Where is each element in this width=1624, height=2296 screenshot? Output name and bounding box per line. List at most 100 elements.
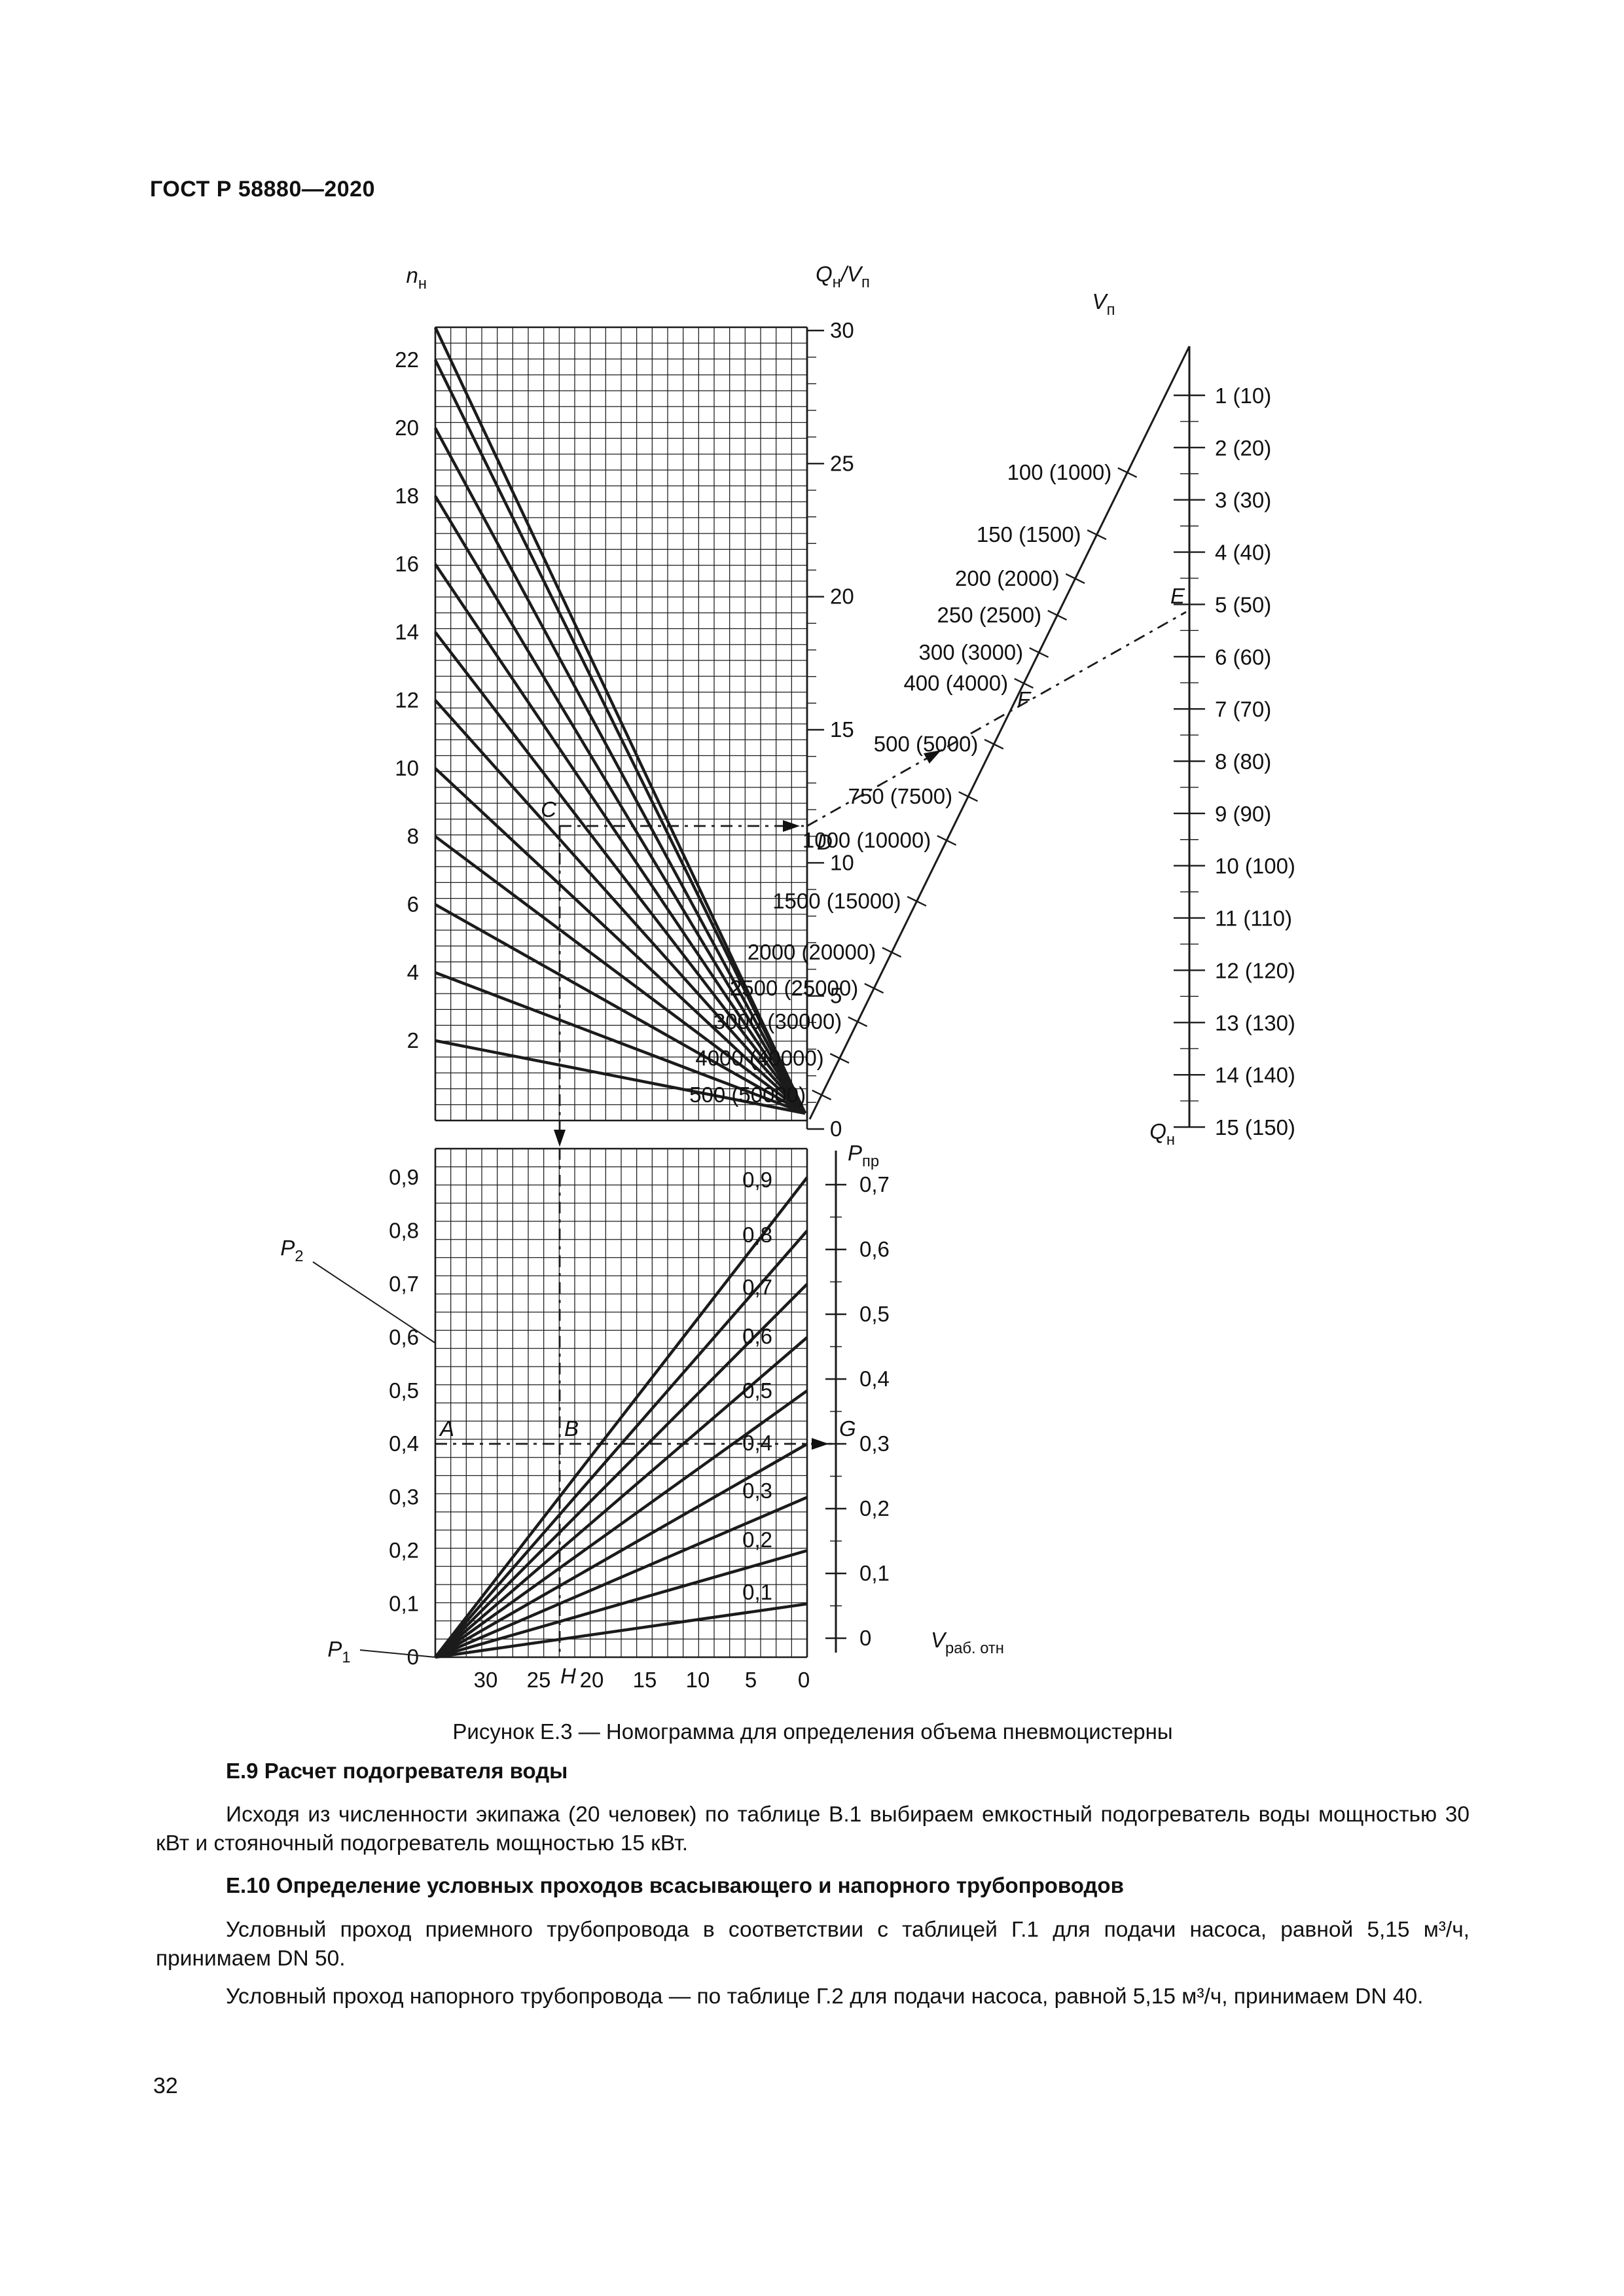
- svg-text:0,4: 0,4: [859, 1367, 890, 1391]
- svg-text:9 (90): 9 (90): [1215, 802, 1271, 826]
- svg-text:15: 15: [830, 717, 854, 742]
- svg-text:0,2: 0,2: [389, 1538, 419, 1562]
- svg-text:D: D: [817, 830, 833, 854]
- svg-text:8: 8: [407, 824, 419, 848]
- paragraph-e10-1: Условный проход приемного трубопровода в…: [156, 1918, 1470, 1971]
- svg-text:0,5: 0,5: [742, 1378, 772, 1403]
- svg-text:0,8: 0,8: [389, 1218, 419, 1242]
- svg-text:0,4: 0,4: [742, 1431, 772, 1455]
- svg-text:11 (110): 11 (110): [1215, 906, 1292, 931]
- svg-text:0,7: 0,7: [859, 1172, 890, 1196]
- svg-text:18: 18: [395, 484, 419, 508]
- svg-text:10: 10: [830, 850, 854, 874]
- svg-text:0: 0: [407, 1645, 419, 1669]
- svg-text:10 (100): 10 (100): [1215, 854, 1295, 878]
- svg-text:20: 20: [395, 416, 419, 440]
- svg-text:400 (4000): 400 (4000): [903, 671, 1008, 695]
- svg-text:0,6: 0,6: [742, 1324, 772, 1348]
- svg-text:0,1: 0,1: [389, 1592, 419, 1616]
- svg-text:22: 22: [395, 348, 419, 372]
- svg-text:14 (140): 14 (140): [1215, 1063, 1295, 1087]
- page-number: 32: [153, 2073, 178, 2098]
- svg-text:Vраб. отн: Vраб. отн: [931, 1628, 1004, 1657]
- svg-text:30: 30: [474, 1668, 498, 1692]
- svg-text:300 (3000): 300 (3000): [919, 640, 1024, 664]
- svg-text:1 (10): 1 (10): [1215, 384, 1271, 408]
- svg-text:0,9: 0,9: [742, 1168, 772, 1192]
- svg-text:0,3: 0,3: [859, 1431, 890, 1456]
- svg-text:5: 5: [830, 984, 842, 1008]
- svg-text:100 (1000): 100 (1000): [1007, 460, 1112, 484]
- section-heading-e10: Е.10 Определение условных проходов всасы…: [226, 1873, 1124, 1897]
- svg-text:0: 0: [830, 1117, 842, 1141]
- axis-p-pr: 0,7 0,6 0,5 0,4 0,3 0,2 0,1 0 Pпр: [825, 1141, 890, 1653]
- svg-text:1000 (10000): 1000 (10000): [803, 828, 931, 852]
- svg-text:10: 10: [686, 1668, 710, 1692]
- svg-text:0,5: 0,5: [389, 1378, 419, 1403]
- section-heading-e9: Е.9 Расчет подогревателя воды: [226, 1759, 568, 1783]
- svg-text:4: 4: [407, 960, 419, 984]
- axis-n: 22 20 18 16 14 12 10 8 6 4 2 nн: [395, 263, 427, 1052]
- nomogram-figure: 222018161412108642nн302520151050Qн/Vп100…: [280, 262, 1295, 1692]
- svg-text:15 (150): 15 (150): [1215, 1115, 1295, 1139]
- svg-text:0,1: 0,1: [859, 1561, 890, 1585]
- svg-text:1500 (15000): 1500 (15000): [772, 889, 901, 913]
- axis-q-over-v: 30 25 20 15 10 5 0 Qн/Vп: [806, 262, 870, 1141]
- svg-text:6: 6: [407, 892, 419, 916]
- axis-v-rab: 30 25 20 15 10 5 0 Vраб. отн: [474, 1628, 1004, 1692]
- inner-labels: 0,9 0,8 0,7 0,6 0,5 0,4 0,3 0,2 0,1: [742, 1168, 772, 1604]
- svg-text:2000 (20000): 2000 (20000): [748, 940, 876, 964]
- svg-text:2500 (25000): 2500 (25000): [730, 976, 858, 1000]
- svg-text:10: 10: [395, 756, 419, 780]
- figure-caption: Рисунок Е.3 — Номограмма для определения…: [452, 1719, 1173, 1744]
- n-fan-lines: [433, 327, 807, 1115]
- svg-text:16: 16: [395, 552, 419, 576]
- svg-text:2: 2: [407, 1028, 419, 1052]
- svg-text:C: C: [541, 797, 557, 821]
- svg-text:20: 20: [580, 1668, 604, 1692]
- svg-text:0,7: 0,7: [742, 1275, 772, 1299]
- p-fan-lines: [434, 1176, 808, 1659]
- svg-text:0: 0: [798, 1668, 810, 1692]
- svg-text:0,3: 0,3: [389, 1485, 419, 1509]
- svg-text:3000 (30000): 3000 (30000): [713, 1009, 842, 1033]
- svg-text:20: 20: [830, 584, 854, 609]
- svg-text:12: 12: [395, 688, 419, 712]
- svg-text:200 (2000): 200 (2000): [955, 566, 1060, 590]
- svg-text:H: H: [560, 1664, 576, 1688]
- svg-text:150 (1500): 150 (1500): [977, 522, 1081, 547]
- svg-text:500 (5000): 500 (5000): [874, 732, 979, 756]
- svg-text:0,2: 0,2: [742, 1528, 772, 1552]
- svg-text:0,1: 0,1: [742, 1580, 772, 1604]
- svg-text:Qн: Qн: [1149, 1119, 1175, 1149]
- svg-text:6 (60): 6 (60): [1215, 645, 1271, 669]
- svg-text:4000 (40000): 4000 (40000): [695, 1046, 823, 1070]
- svg-text:0,7: 0,7: [389, 1272, 419, 1296]
- paragraph-e10-2: Условный проход напорного трубопровода —…: [226, 1984, 1424, 2009]
- svg-text:15: 15: [633, 1668, 657, 1692]
- svg-text:5 (50): 5 (50): [1215, 592, 1271, 617]
- svg-text:0,2: 0,2: [859, 1496, 890, 1520]
- paragraph-e9: Исходя из численности экипажа (20 челове…: [156, 1803, 1470, 1856]
- svg-text:Vп: Vп: [1092, 289, 1115, 319]
- axis-v: 100 (1000) 150 (1500) 200 (2000) 250 (2500)…: [689, 289, 1191, 1120]
- svg-text:500 (50000): 500 (50000): [689, 1083, 806, 1107]
- svg-text:A: A: [439, 1416, 454, 1441]
- svg-text:25: 25: [830, 451, 854, 475]
- svg-text:0,6: 0,6: [859, 1237, 890, 1261]
- svg-text:0,8: 0,8: [742, 1223, 772, 1247]
- svg-text:0,9: 0,9: [389, 1165, 419, 1189]
- svg-text:P2: P2: [280, 1236, 303, 1265]
- svg-text:25: 25: [527, 1668, 551, 1692]
- svg-text:Qн/Vп: Qн/Vп: [816, 262, 870, 291]
- svg-text:0: 0: [859, 1626, 871, 1650]
- svg-text:750 (7500): 750 (7500): [848, 784, 952, 808]
- svg-text:5: 5: [745, 1668, 757, 1692]
- svg-text:P1: P1: [327, 1637, 350, 1666]
- svg-text:Pпр: Pпр: [848, 1141, 879, 1170]
- svg-text:250 (2500): 250 (2500): [937, 603, 1042, 627]
- svg-text:14: 14: [395, 620, 419, 644]
- svg-text:8 (80): 8 (80): [1215, 749, 1271, 774]
- svg-text:nн: nн: [406, 263, 427, 293]
